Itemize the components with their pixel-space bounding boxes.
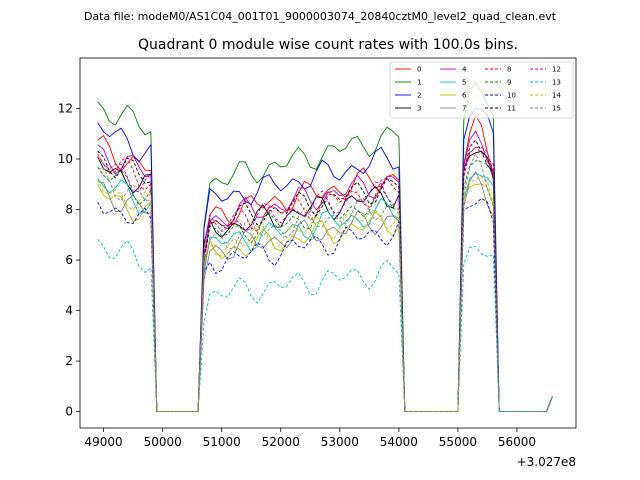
series-line-4 — [97, 130, 553, 413]
legend-label-15: 15 — [552, 105, 561, 113]
series-line-0 — [97, 114, 553, 413]
legend-label-1: 1 — [417, 79, 421, 87]
series-line-7 — [97, 170, 553, 413]
series-layer — [97, 81, 553, 413]
x-tick-label: 55000 — [439, 435, 477, 449]
y-tick-label: 8 — [65, 203, 73, 217]
legend-label-8: 8 — [507, 66, 511, 74]
legend-label-0: 0 — [417, 66, 421, 74]
x-axis: 49000 50000 51000 52000 53000 54000 55000 56000 — [85, 428, 536, 449]
legend-label-13: 13 — [552, 79, 561, 87]
x-tick-label: 49000 — [85, 435, 123, 449]
x-tick-label: 53000 — [321, 435, 359, 449]
legend-label-6: 6 — [462, 92, 467, 100]
y-tick-label: 6 — [65, 253, 73, 267]
x-tick-label: 51000 — [203, 435, 241, 449]
x-tick-label: 56000 — [498, 435, 536, 449]
chart-title: Quadrant 0 module wise count rates with … — [138, 37, 518, 53]
y-tick-label: 10 — [58, 152, 73, 166]
series-line-8 — [97, 146, 553, 413]
chart-suptitle: Data file: modeM0/AS1C04_001T01_90000030… — [84, 10, 557, 23]
x-tick-label: 52000 — [262, 435, 300, 449]
series-line-14 — [97, 176, 553, 413]
legend-label-7: 7 — [462, 105, 466, 113]
plot-frame — [79, 57, 577, 429]
series-line-15 — [97, 152, 553, 413]
y-tick-label: 2 — [65, 354, 73, 368]
legend-label-10: 10 — [507, 92, 516, 100]
legend-label-14: 14 — [552, 92, 561, 100]
series-line-5 — [97, 173, 553, 413]
x-tick-label: 54000 — [380, 435, 418, 449]
x-offset-text: +3.027e8 — [517, 455, 576, 469]
series-line-1 — [97, 81, 553, 413]
legend-label-3: 3 — [417, 105, 421, 113]
series-line-13 — [97, 239, 553, 413]
legend-label-12: 12 — [552, 66, 561, 74]
series-line-10 — [97, 197, 553, 413]
legend-label-11: 11 — [507, 105, 516, 113]
y-axis: 0 2 4 6 8 10 12 — [58, 102, 80, 419]
x-tick-label: 50000 — [144, 435, 182, 449]
y-tick-label: 4 — [65, 304, 73, 318]
series-line-6 — [97, 183, 553, 413]
legend-label-4: 4 — [462, 66, 467, 74]
legend-label-2: 2 — [417, 92, 421, 100]
legend-label-9: 9 — [507, 79, 511, 87]
series-line-12 — [97, 147, 553, 413]
series-line-3 — [97, 150, 553, 413]
y-tick-label: 12 — [58, 102, 73, 116]
legend-label-5: 5 — [462, 79, 466, 87]
legend-frame — [389, 61, 574, 119]
y-tick-label: 0 — [65, 405, 73, 419]
